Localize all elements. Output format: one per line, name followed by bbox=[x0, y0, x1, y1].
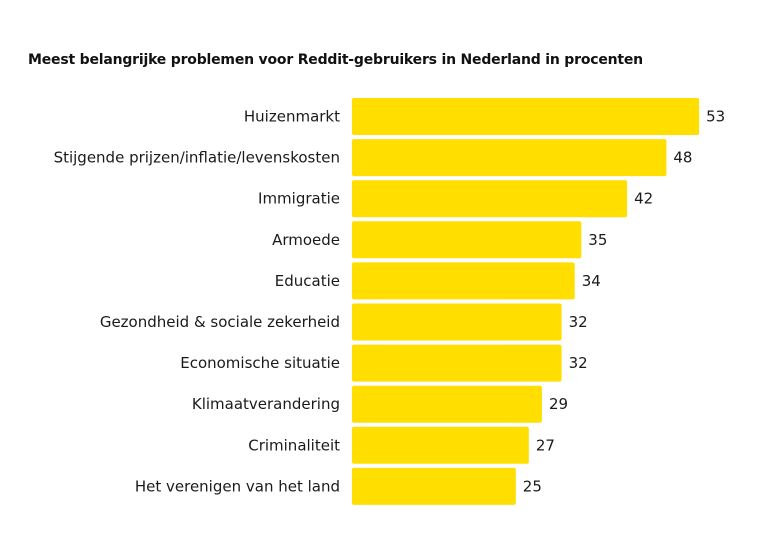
bars-group bbox=[352, 98, 700, 505]
bar-5 bbox=[352, 303, 562, 341]
value-label-5: 32 bbox=[569, 313, 588, 331]
category-label-5: Gezondheid & sociale zekerheid bbox=[100, 313, 340, 331]
bar-6 bbox=[352, 344, 562, 382]
category-label-7: Klimaatverandering bbox=[192, 395, 340, 413]
bar-1 bbox=[352, 139, 667, 177]
value-label-1: 48 bbox=[673, 149, 692, 167]
bar-7 bbox=[352, 385, 542, 423]
value-label-7: 29 bbox=[549, 395, 568, 413]
category-label-8: Criminaliteit bbox=[248, 436, 340, 454]
bar-4 bbox=[352, 262, 575, 300]
bar-8 bbox=[352, 426, 529, 464]
value-label-6: 32 bbox=[569, 354, 588, 372]
value-label-8: 27 bbox=[536, 436, 555, 454]
bar-0 bbox=[352, 98, 700, 135]
category-label-9: Het verenigen van het land bbox=[135, 477, 340, 495]
value-label-2: 42 bbox=[634, 190, 653, 208]
category-label-6: Economische situatie bbox=[180, 354, 340, 372]
value-label-0: 53 bbox=[706, 108, 725, 126]
category-label-3: Armoede bbox=[272, 231, 340, 249]
category-labels-group: Huizenmarkt Stijgende prijzen/inflatie/le… bbox=[54, 108, 341, 496]
value-label-4: 34 bbox=[582, 272, 601, 290]
value-label-9: 25 bbox=[523, 477, 542, 495]
bar-9 bbox=[352, 467, 516, 505]
category-label-0: Huizenmarkt bbox=[244, 108, 340, 126]
value-label-3: 35 bbox=[588, 231, 607, 249]
chart-title: Meest belangrijke problemen voor Reddit-… bbox=[28, 52, 643, 68]
bar-3 bbox=[352, 221, 582, 259]
bar-2 bbox=[352, 180, 628, 218]
value-labels-group: 53 48 42 35 34 32 32 29 27 25 bbox=[523, 108, 725, 496]
category-label-1: Stijgende prijzen/inflatie/levenskosten bbox=[54, 149, 340, 167]
category-label-2: Immigratie bbox=[258, 190, 340, 208]
category-label-4: Educatie bbox=[275, 272, 340, 290]
